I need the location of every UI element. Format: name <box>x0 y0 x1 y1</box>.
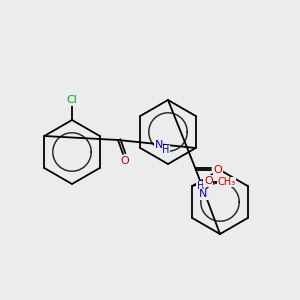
Text: O: O <box>214 165 222 175</box>
Text: O: O <box>121 156 129 166</box>
Text: CH₃: CH₃ <box>217 177 235 187</box>
Text: Cl: Cl <box>67 95 77 105</box>
Text: O: O <box>204 176 213 186</box>
Text: H: H <box>162 146 169 155</box>
Text: N: N <box>199 189 208 200</box>
Text: N: N <box>154 140 163 150</box>
Text: H: H <box>197 182 204 191</box>
